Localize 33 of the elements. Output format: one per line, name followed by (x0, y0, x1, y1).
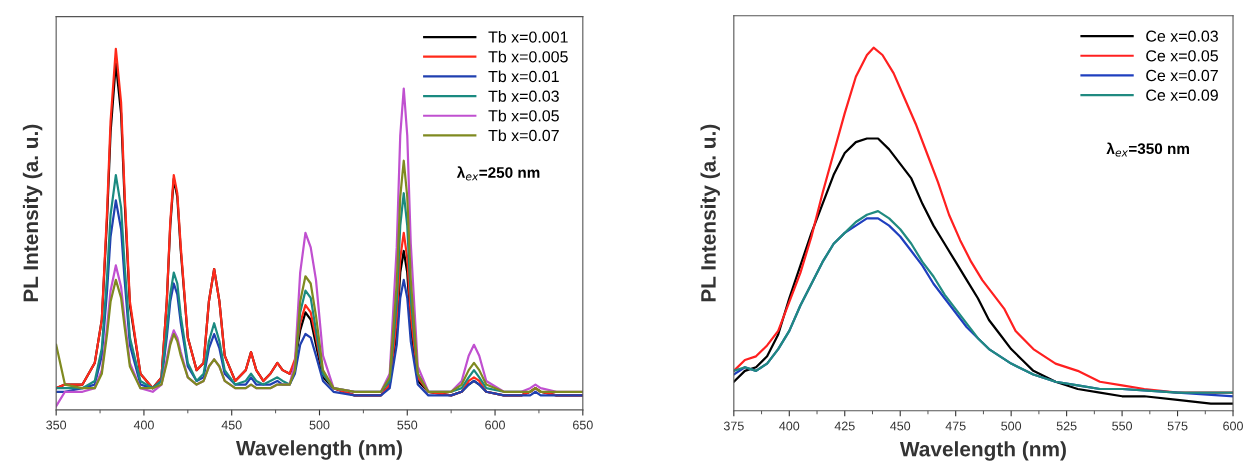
annotation: λ$_{ex}$=250 nm (456, 166, 540, 181)
x-tick-label: 425 (834, 421, 855, 431)
x-tick-label: 600 (485, 420, 505, 430)
x-tick-label: 550 (397, 420, 418, 430)
x-tick-label: 400 (133, 420, 154, 430)
annotation: λ$_{ex}$=350 nm (1106, 142, 1189, 157)
x-axis-title: Wavelength (nm) (899, 441, 1066, 461)
x-tick-label: 600 (1223, 421, 1243, 431)
x-tick-label: 550 (1112, 421, 1133, 431)
legend-label: Ce x=0.07 (1146, 69, 1218, 82)
legend-label: Tb x=0.001 (488, 31, 568, 43)
x-tick-label: 575 (1167, 421, 1188, 431)
y-axis-title: PL Intensity (a. u.) (22, 124, 43, 302)
legend-label: Ce x=0.09 (1146, 89, 1218, 101)
x-tick-label: 350 (46, 420, 67, 430)
legend-label: Ce x=0.03 (1146, 30, 1218, 42)
x-tick-label: 650 (573, 420, 593, 430)
legend-label: Tb x=0.01 (488, 70, 559, 83)
y-axis-title: PL Intensity (a. u.) (700, 124, 720, 302)
legend-label: Tb x=0.07 (488, 129, 559, 142)
x-tick-label: 375 (723, 421, 744, 431)
legend-label: Ce x=0.05 (1146, 50, 1218, 62)
legend-label: Tb x=0.005 (488, 50, 568, 63)
legend-label: Tb x=0.05 (488, 109, 559, 122)
x-tick-label: 500 (1001, 421, 1022, 431)
x-tick-label: 400 (779, 421, 800, 431)
x-tick-label: 450 (221, 420, 242, 430)
legend-label: Tb x=0.03 (488, 90, 559, 102)
x-tick-label: 450 (890, 421, 911, 431)
x-axis-title: Wavelength (nm) (235, 440, 402, 460)
x-tick-label: 525 (1056, 421, 1077, 431)
x-tick-label: 500 (309, 420, 330, 430)
x-tick-label: 475 (945, 421, 966, 431)
